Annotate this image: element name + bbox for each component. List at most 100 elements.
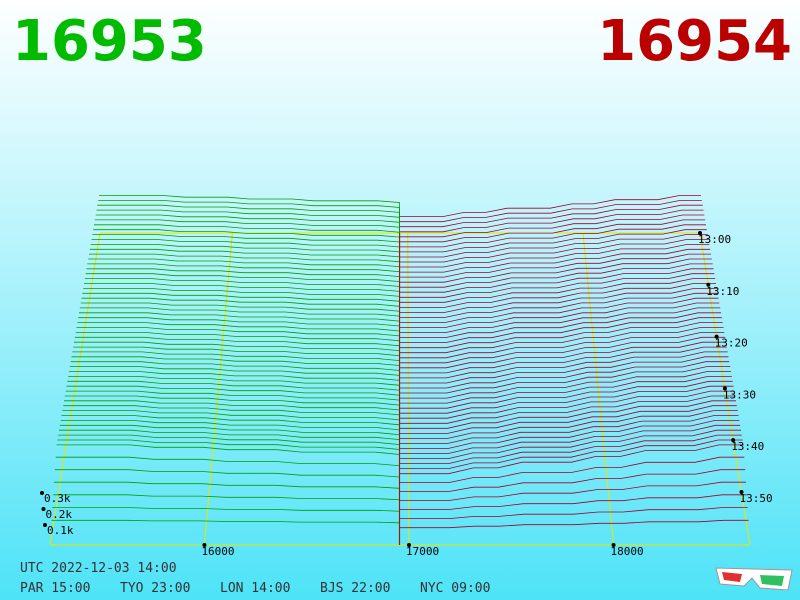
bid-depth-line bbox=[79, 312, 400, 364]
ask-depth-line bbox=[399, 424, 741, 484]
bid-depth-line bbox=[64, 400, 400, 458]
ask-depth-line bbox=[399, 327, 724, 380]
bid-depth-line bbox=[96, 209, 400, 255]
bid-depth-line bbox=[68, 376, 400, 432]
bid-depth-line bbox=[83, 288, 400, 338]
bid-depth-line bbox=[90, 244, 400, 292]
time-tick bbox=[698, 231, 702, 235]
bid-depth-line bbox=[95, 214, 400, 260]
time-tick bbox=[714, 334, 719, 339]
city-time: NYC 09:00 bbox=[420, 581, 490, 596]
ask-depth-line bbox=[399, 307, 721, 359]
ask-depth-line bbox=[399, 519, 749, 536]
bid-depth-line bbox=[61, 415, 400, 474]
ask-depth-line bbox=[399, 429, 741, 489]
y-tick-label: 0.2k bbox=[46, 508, 73, 521]
time-label: 13:20 bbox=[715, 337, 748, 350]
ask-depth-line bbox=[399, 341, 726, 396]
bid-depth-line bbox=[57, 439, 400, 500]
ask-depth-line bbox=[399, 336, 726, 390]
bid-depth-line bbox=[65, 390, 400, 448]
ask-depth-line bbox=[399, 224, 706, 271]
left-edge bbox=[49, 232, 101, 546]
x-tick-label: 18000 bbox=[611, 545, 644, 558]
x-tick-label: 17000 bbox=[406, 545, 439, 558]
time-tick bbox=[722, 386, 727, 391]
ask-depth-line bbox=[399, 239, 709, 286]
ask-depth-line bbox=[399, 494, 747, 526]
ask-depth-line bbox=[399, 376, 732, 432]
bid-depth-line bbox=[76, 327, 400, 380]
x-tick bbox=[202, 543, 207, 547]
ask-depth-line bbox=[399, 292, 718, 344]
bid-depth-line bbox=[56, 444, 400, 505]
y-tick bbox=[43, 523, 47, 527]
ask-depth-line bbox=[399, 258, 712, 307]
ask-depth-line bbox=[399, 322, 723, 375]
ask-depth-line bbox=[399, 351, 728, 406]
ask-depth-line bbox=[399, 371, 731, 427]
ask-depth-line bbox=[399, 219, 706, 266]
depth-scene: 16000 17000 18000 0.1k 0.2k 0.3k 13:00 13:10 13:… bbox=[40, 195, 773, 558]
bid-depth-line bbox=[77, 322, 400, 375]
bid-depth-line bbox=[59, 424, 400, 484]
bid-depth-line bbox=[82, 292, 400, 344]
ask-depth-line bbox=[399, 278, 716, 328]
y-tick-label: 0.3k bbox=[44, 492, 71, 505]
bid-depth-line bbox=[81, 297, 400, 349]
ask-depth-line bbox=[399, 456, 745, 510]
bid-depth-line bbox=[74, 336, 400, 390]
bid-price: 16953 bbox=[12, 9, 207, 74]
y-tick-label: 0.1k bbox=[47, 524, 74, 537]
ask-depth-line bbox=[399, 395, 736, 453]
ask-depth-line bbox=[399, 244, 710, 292]
ask-depth-line bbox=[399, 288, 717, 338]
bid-depth-line bbox=[84, 283, 400, 333]
ask-depth-line bbox=[399, 209, 704, 255]
glasses-icon bbox=[715, 567, 793, 591]
x-tick bbox=[611, 543, 616, 547]
ask-depth-line bbox=[399, 283, 716, 333]
y-tick bbox=[40, 491, 44, 495]
bid-depth-line bbox=[97, 204, 400, 250]
ask-depth-line bbox=[399, 229, 707, 276]
bid-depth-line bbox=[60, 420, 400, 479]
city-time: BJS 22:00 bbox=[320, 581, 390, 596]
ask-depth-line bbox=[399, 415, 739, 474]
bid-depth-line bbox=[62, 410, 400, 468]
bid-depth-line bbox=[85, 273, 400, 323]
ask-depth-line bbox=[399, 346, 727, 401]
ask-depth-line bbox=[399, 263, 713, 312]
ask-depth-line bbox=[399, 444, 744, 505]
ask-depth-line bbox=[399, 297, 719, 349]
x-grid-line bbox=[582, 232, 615, 546]
time-label: 13:40 bbox=[731, 440, 764, 453]
bid-depth-line bbox=[89, 253, 400, 302]
bid-depth-line bbox=[59, 429, 400, 489]
bid-depth-line bbox=[55, 456, 400, 510]
bid-depth-line bbox=[72, 351, 400, 406]
ask-depth-line bbox=[399, 507, 748, 531]
ask-depth-line bbox=[399, 469, 746, 515]
ask-depth-line bbox=[399, 200, 702, 245]
ask-depth-line bbox=[399, 302, 720, 354]
ask-depth-line bbox=[399, 268, 714, 318]
bid-depth-line bbox=[53, 494, 400, 526]
y-tick bbox=[41, 507, 46, 511]
ask-depth-line bbox=[399, 439, 743, 500]
time-label: 13:10 bbox=[706, 285, 739, 298]
bid-depth-line bbox=[75, 332, 400, 385]
ask-depth-line bbox=[399, 420, 740, 479]
bid-depth-line bbox=[94, 224, 400, 271]
bid-depth-line bbox=[91, 239, 400, 286]
ask-depth-line bbox=[399, 410, 738, 468]
time-label: 13:50 bbox=[740, 492, 773, 505]
bid-depth-line bbox=[88, 258, 400, 307]
bid-depth-line bbox=[70, 361, 400, 416]
bid-depth-line bbox=[93, 229, 400, 276]
bid-depth-line bbox=[79, 307, 400, 359]
bid-depth-line bbox=[71, 356, 400, 411]
bid-depth-line bbox=[78, 317, 400, 370]
